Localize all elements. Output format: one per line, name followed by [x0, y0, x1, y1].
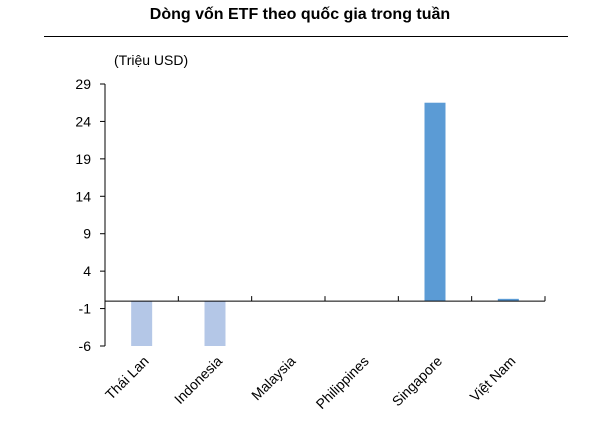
bar-5 [497, 298, 519, 302]
bars [131, 102, 519, 346]
y-axis: -6 -1 4 9 14 19 24 29 [75, 76, 106, 354]
x-axis: Thái Lan Indonesia Malaysia Philippines Sing… [102, 296, 546, 412]
x-category-label: Singapore [389, 353, 446, 410]
y-tick-label: 19 [75, 151, 91, 167]
y-tick-label: -1 [79, 301, 92, 317]
unit-label: (Triệu USD) [114, 52, 189, 68]
x-category-label: Malaysia [248, 353, 299, 404]
y-tick-label: 4 [83, 263, 91, 279]
y-tick-label: 14 [75, 188, 91, 204]
chart-title: Dòng vốn ETF theo quốc gia trong tuần [149, 6, 451, 23]
bar-4 [424, 102, 446, 302]
y-tick-label: -6 [79, 338, 92, 354]
x-category-label: Indonesia [171, 353, 225, 407]
x-category-label: Philippines [313, 353, 372, 412]
y-tick-label: 9 [83, 226, 91, 242]
title-divider [44, 36, 568, 37]
bar-0 [131, 301, 153, 346]
y-tick-label: 24 [75, 113, 91, 129]
x-category-label: Việt Nam [467, 353, 519, 405]
y-tick-label: 29 [75, 76, 91, 92]
bar-1 [204, 301, 226, 346]
x-category-label: Thái Lan [102, 353, 152, 403]
